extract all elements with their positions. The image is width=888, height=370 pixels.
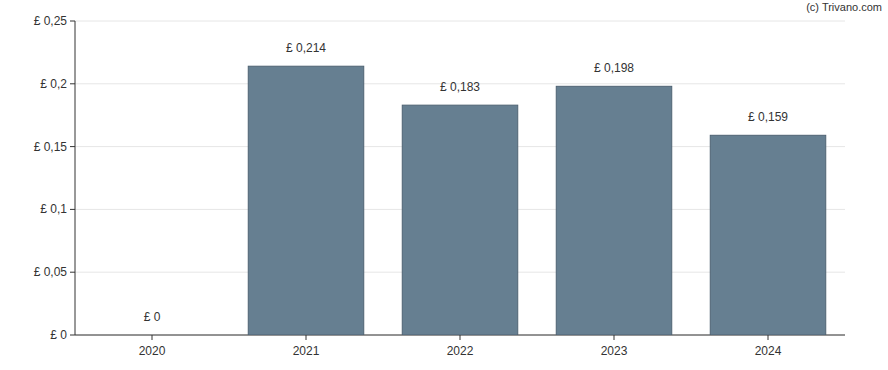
y-tick xyxy=(70,209,75,210)
bar xyxy=(248,66,364,335)
x-tick xyxy=(614,335,615,340)
data-label: £ 0,198 xyxy=(594,61,634,75)
grid-line xyxy=(75,21,845,22)
y-tick xyxy=(70,21,75,22)
y-tick xyxy=(70,272,75,273)
bar xyxy=(556,86,672,335)
x-tick-label: 2021 xyxy=(293,344,320,358)
x-tick-label: 2023 xyxy=(601,344,628,358)
bars xyxy=(248,66,826,335)
x-tick-label: 2024 xyxy=(755,344,782,358)
y-tick-label: £ 0,15 xyxy=(34,140,68,154)
y-tick-label: £ 0 xyxy=(50,328,67,342)
bar xyxy=(710,135,826,335)
chart: £ 0 £ 0,05 £ 0,1 £ 0,15 £ 0,2 £ 0,25 2020 2021 2… xyxy=(0,0,888,370)
bar xyxy=(402,105,518,335)
data-label: £ 0,159 xyxy=(748,110,788,124)
y-tick-label: £ 0,05 xyxy=(34,265,68,279)
data-label: £ 0,214 xyxy=(286,41,326,55)
y-tick-label: £ 0,2 xyxy=(40,77,67,91)
x-tick xyxy=(460,335,461,340)
x-tick xyxy=(306,335,307,340)
y-tick xyxy=(70,146,75,147)
y-tick-label: £ 0,25 xyxy=(34,14,68,28)
y-tick xyxy=(70,83,75,84)
x-tick xyxy=(768,335,769,340)
y-tick xyxy=(70,335,75,336)
data-label: £ 0 xyxy=(144,310,161,324)
data-label: £ 0,183 xyxy=(440,80,480,94)
x-tick xyxy=(152,335,153,340)
credit: (c) Trivano.com xyxy=(806,1,882,13)
x-tick-label: 2020 xyxy=(139,344,166,358)
y-axis xyxy=(75,21,76,335)
y-tick-label: £ 0,1 xyxy=(40,202,67,216)
x-tick-label: 2022 xyxy=(447,344,474,358)
bar xyxy=(94,335,210,336)
